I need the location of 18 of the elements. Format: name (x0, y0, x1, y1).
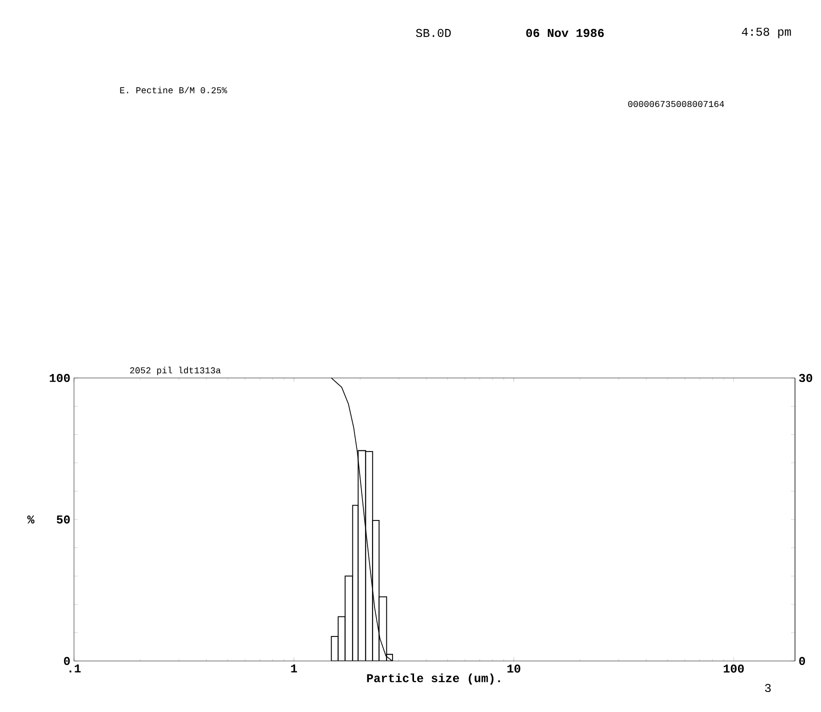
text: SB.0D (416, 28, 451, 38)
text: 2052 pil ldt1313a (130, 366, 221, 376)
chart-subtitle: 000006735008007164 (628, 100, 724, 108)
y-axis-title: % (27, 515, 34, 524)
x-axis-title: Particle size (um). (367, 673, 500, 685)
y-tick-label: 100 (50, 374, 70, 382)
text: 4:58 pm (742, 28, 791, 38)
x-tick-label: 10 (507, 664, 520, 673)
chart-title: E. Pectine B/M 0.25% (120, 86, 228, 94)
x-tick-label: 1 (291, 664, 297, 672)
text: 3 (765, 684, 771, 692)
text: 06 Nov 1986 (526, 28, 604, 38)
x-tick-label: .1 (70, 664, 81, 672)
y2-tick-label: 0 (799, 656, 806, 666)
x-tick-label: 100 (724, 664, 744, 673)
y-tick-label: 0 (64, 656, 70, 666)
y2-tick-label: 30 (799, 374, 812, 382)
y-tick-label: 50 (56, 515, 70, 524)
